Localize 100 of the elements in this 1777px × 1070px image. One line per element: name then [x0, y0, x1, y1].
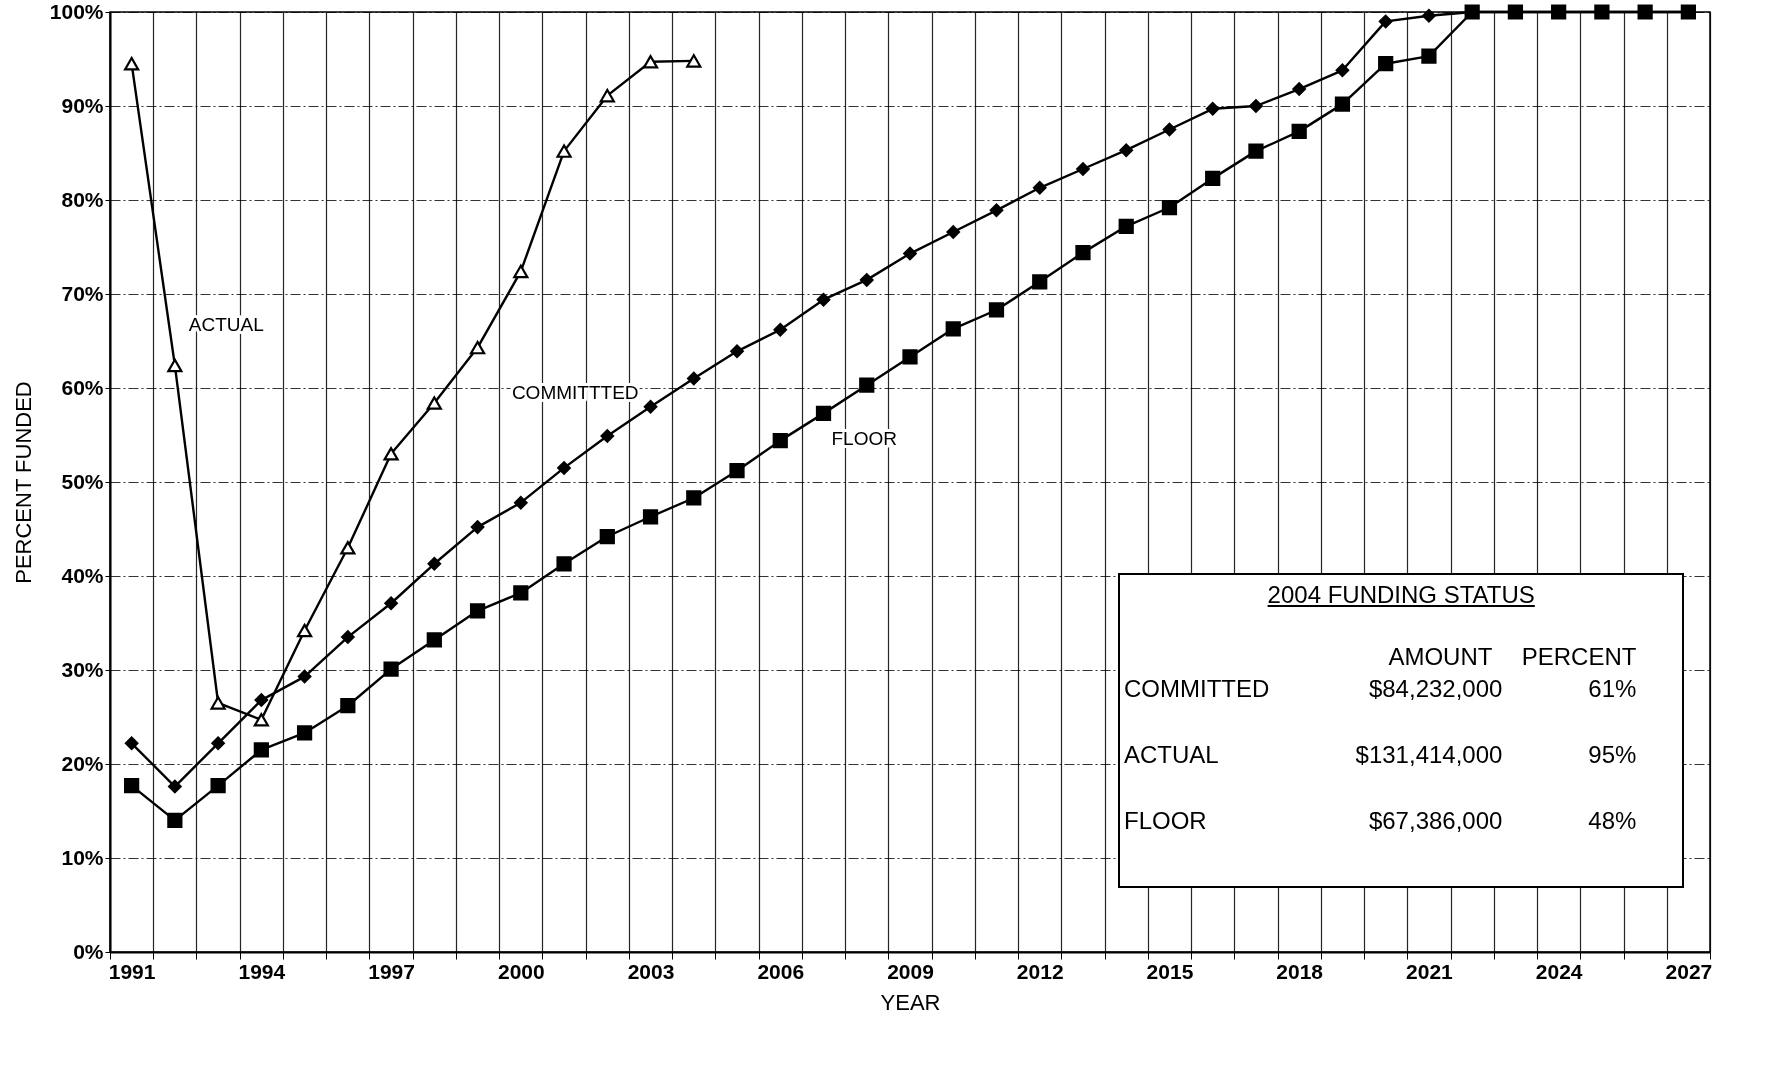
point	[296, 623, 313, 638]
y-tick-label: 60%	[61, 375, 104, 399]
point	[167, 358, 183, 373]
y-tick-label: 10%	[61, 845, 104, 869]
annotation: 95%	[1588, 741, 1637, 770]
annotation: FLOOR	[1124, 807, 1207, 836]
point	[341, 630, 355, 644]
point	[599, 88, 615, 103]
x-tick-label: 2024	[1535, 959, 1583, 983]
annotation: COMMITTED	[1124, 675, 1270, 704]
x-tick-label: 2021	[1406, 959, 1454, 983]
point	[1119, 143, 1134, 157]
point	[859, 273, 874, 287]
y-tick-label: 90%	[61, 93, 104, 117]
point	[168, 779, 182, 794]
point	[599, 528, 615, 545]
point	[686, 371, 701, 386]
annotation: 48%	[1588, 807, 1637, 836]
point	[988, 302, 1005, 318]
point	[1378, 56, 1394, 72]
annotation: $131,414,000	[1355, 741, 1503, 770]
x-tick-label: 2027	[1665, 959, 1713, 983]
point	[513, 264, 529, 279]
point	[1248, 143, 1264, 159]
point	[383, 447, 399, 461]
point	[772, 433, 788, 449]
x-tick-label: 2018	[1276, 959, 1324, 983]
point	[1378, 14, 1393, 29]
point	[730, 344, 744, 359]
point	[1162, 122, 1177, 137]
point	[426, 396, 442, 410]
point	[686, 54, 702, 68]
point	[297, 669, 312, 684]
y-axis-title: PERCENT FUNDED	[10, 381, 36, 584]
point	[686, 490, 702, 506]
point	[383, 661, 399, 677]
point	[253, 713, 269, 727]
y-tick-label: 70%	[61, 281, 104, 305]
x-tick-label: 2015	[1146, 959, 1194, 983]
y-tick-label: 0%	[73, 939, 104, 963]
point	[1205, 170, 1221, 186]
point	[1032, 180, 1047, 195]
y-tick-label: 100%	[49, 0, 104, 23]
y-tick-label: 80%	[61, 187, 104, 211]
point	[859, 377, 875, 393]
annotation: 61%	[1588, 675, 1637, 704]
point	[514, 495, 528, 510]
point	[513, 585, 529, 601]
annotation: ACTUAL	[1124, 741, 1219, 770]
annotation: AMOUNT	[1388, 643, 1493, 672]
x-tick-label: 2012	[1016, 959, 1064, 983]
point	[1335, 63, 1350, 78]
point	[946, 225, 961, 239]
point	[1076, 162, 1090, 176]
annotation: 2004 FUNDING STATUS	[1267, 581, 1535, 610]
point	[1075, 245, 1091, 261]
point	[642, 509, 659, 525]
point	[1637, 4, 1653, 20]
point	[124, 736, 139, 751]
point	[903, 246, 917, 261]
point	[556, 144, 572, 158]
x-tick-label: 2000	[497, 959, 545, 983]
point	[1594, 4, 1610, 20]
point	[1205, 102, 1220, 116]
point	[556, 556, 572, 572]
point	[340, 541, 356, 555]
point	[1249, 99, 1263, 113]
point	[426, 632, 442, 648]
x-tick-label: 1997	[368, 959, 415, 983]
point	[902, 349, 918, 365]
point	[729, 463, 745, 479]
x-tick-label: 2003	[627, 959, 675, 983]
point	[1422, 8, 1436, 23]
point	[1464, 4, 1480, 20]
point	[1118, 218, 1134, 234]
x-tick-label: 1991	[108, 959, 156, 983]
point	[773, 322, 788, 337]
point	[600, 429, 615, 443]
x-tick-label: 1994	[238, 959, 286, 983]
y-tick-label: 50%	[61, 469, 104, 493]
point	[945, 321, 961, 337]
point	[296, 725, 313, 741]
point	[1292, 82, 1306, 96]
point	[210, 778, 226, 794]
annotation: PERCENT	[1521, 643, 1637, 672]
point	[1334, 96, 1351, 112]
point	[254, 693, 269, 707]
point	[469, 340, 486, 355]
x-tick-label: 2009	[887, 959, 934, 983]
point	[210, 696, 226, 710]
point	[989, 203, 1004, 218]
annotation: $84,232,000	[1368, 675, 1503, 704]
point	[469, 603, 486, 619]
point	[642, 55, 659, 69]
point	[815, 405, 832, 421]
point	[167, 812, 183, 829]
point	[470, 520, 485, 534]
point	[340, 698, 356, 714]
point	[1032, 274, 1048, 290]
y-tick-label: 20%	[61, 751, 104, 775]
